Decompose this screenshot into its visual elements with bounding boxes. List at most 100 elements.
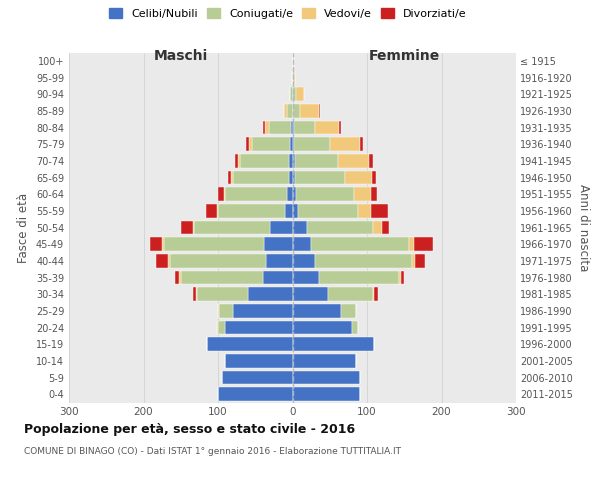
Bar [179, 270, 181, 284]
Bar [197, 288, 248, 301]
Bar [328, 288, 373, 301]
Bar [269, 120, 291, 134]
Bar [263, 270, 293, 284]
Bar [292, 70, 293, 85]
Bar [287, 188, 293, 201]
Bar [295, 170, 346, 184]
Bar [226, 320, 293, 334]
Bar [285, 204, 293, 218]
Bar [248, 288, 293, 301]
Bar [355, 188, 371, 201]
Bar [294, 138, 330, 151]
Bar [293, 220, 307, 234]
Bar [401, 270, 404, 284]
Bar [341, 304, 356, 318]
Bar [371, 188, 377, 201]
Bar [181, 220, 193, 234]
Bar [207, 338, 293, 351]
Bar [265, 120, 269, 134]
Bar [194, 220, 270, 234]
Bar [294, 120, 315, 134]
Bar [168, 254, 170, 268]
Bar [226, 354, 293, 368]
Bar [220, 304, 233, 318]
Bar [358, 204, 371, 218]
Legend: Celibi/Nubili, Coniugati/e, Vedovi/e, Divorziati/e: Celibi/Nubili, Coniugati/e, Vedovi/e, Di… [109, 8, 467, 19]
Bar [217, 320, 218, 334]
Bar [263, 120, 265, 134]
Bar [319, 270, 399, 284]
Bar [293, 270, 319, 284]
Bar [170, 254, 266, 268]
Bar [293, 254, 315, 268]
Bar [293, 188, 296, 201]
Text: Maschi: Maschi [154, 49, 208, 63]
Bar [319, 104, 320, 118]
Bar [293, 104, 300, 118]
Bar [162, 238, 164, 251]
Bar [222, 370, 293, 384]
Bar [291, 120, 293, 134]
Bar [315, 120, 338, 134]
Bar [293, 370, 359, 384]
Bar [293, 138, 294, 151]
Bar [247, 138, 248, 151]
Bar [307, 220, 373, 234]
Bar [293, 338, 374, 351]
Bar [293, 304, 341, 318]
Bar [233, 170, 289, 184]
Bar [414, 238, 433, 251]
Bar [266, 254, 293, 268]
Bar [409, 238, 414, 251]
Bar [238, 154, 241, 168]
Bar [293, 388, 359, 401]
Bar [371, 204, 388, 218]
Bar [175, 270, 179, 284]
Bar [284, 104, 287, 118]
Y-axis label: Fasce di età: Fasce di età [17, 192, 30, 262]
Bar [289, 170, 293, 184]
Bar [415, 254, 425, 268]
Bar [235, 154, 238, 168]
Bar [330, 138, 359, 151]
Bar [369, 154, 373, 168]
Bar [290, 88, 293, 101]
Bar [181, 270, 263, 284]
Bar [193, 288, 196, 301]
Bar [346, 170, 372, 184]
Bar [226, 188, 287, 201]
Bar [289, 154, 293, 168]
Bar [293, 154, 295, 168]
Bar [315, 254, 412, 268]
Bar [217, 204, 218, 218]
Bar [412, 254, 415, 268]
Bar [218, 388, 293, 401]
Bar [372, 170, 376, 184]
Bar [287, 104, 293, 118]
Bar [293, 238, 311, 251]
Bar [399, 270, 401, 284]
Bar [382, 220, 389, 234]
Bar [290, 138, 293, 151]
Bar [241, 154, 289, 168]
Bar [293, 204, 298, 218]
Bar [248, 138, 251, 151]
Bar [293, 70, 295, 85]
Y-axis label: Anni di nascita: Anni di nascita [577, 184, 590, 271]
Text: Femmine: Femmine [368, 49, 440, 63]
Bar [264, 238, 293, 251]
Bar [295, 154, 338, 168]
Bar [373, 220, 382, 234]
Bar [352, 320, 358, 334]
Bar [229, 170, 232, 184]
Bar [270, 220, 293, 234]
Bar [150, 238, 162, 251]
Bar [218, 320, 226, 334]
Bar [218, 304, 220, 318]
Bar [196, 288, 197, 301]
Bar [374, 288, 378, 301]
Bar [251, 138, 290, 151]
Bar [293, 320, 352, 334]
Bar [218, 188, 224, 201]
Bar [218, 204, 285, 218]
